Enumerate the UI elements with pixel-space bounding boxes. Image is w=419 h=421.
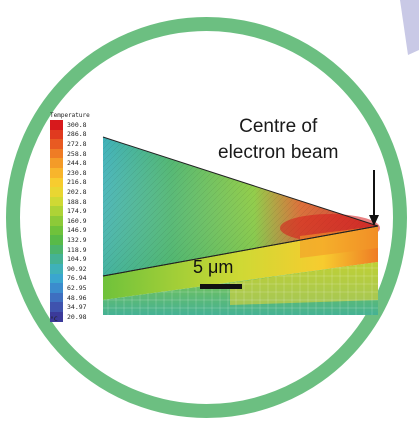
legend-swatch	[50, 292, 63, 303]
legend-swatch	[50, 139, 63, 149]
legend-swatch	[50, 283, 63, 293]
legend-entry: 104.9	[50, 254, 87, 264]
legend-entry: 34.97	[50, 302, 87, 312]
legend-value: 104.9	[67, 255, 87, 264]
legend-entry: 258.8	[50, 148, 87, 159]
annotation-line-1: Centre of	[239, 116, 318, 137]
legend-value: 230.8	[67, 168, 87, 177]
legend-swatch	[50, 312, 63, 322]
legend-entry: 62.95	[50, 283, 87, 293]
legend-swatch	[50, 302, 63, 312]
legend-value: 300.8	[67, 120, 87, 129]
legend-entry: 48.96	[50, 292, 87, 303]
legend-value: 132.9	[67, 235, 87, 244]
legend-swatch	[50, 273, 63, 284]
legend-entry: 216.8	[50, 177, 87, 188]
legend-value: 118.9	[67, 245, 87, 254]
legend-entry: 76.94	[50, 273, 87, 284]
legend-entry: 244.8	[50, 158, 87, 168]
legend-swatch	[50, 206, 63, 216]
legend-entry: 230.8	[50, 168, 87, 178]
legend-value: 174.9	[67, 207, 87, 216]
legend-swatch	[50, 235, 63, 245]
legend-swatch	[50, 225, 63, 236]
legend-swatch	[50, 120, 63, 130]
legend-entry: 272.8	[50, 139, 87, 149]
side-band-orange	[300, 226, 378, 258]
legend-entry: 188.8	[50, 196, 87, 207]
scale-bar-label: 5 μm	[193, 257, 234, 277]
legend-entry: 202.8	[50, 187, 87, 197]
annotation-line-2: electron beam	[218, 142, 339, 163]
legend-swatch	[50, 187, 63, 197]
legend-value: 202.8	[67, 187, 87, 196]
legend-value: 90.92	[67, 264, 87, 273]
legend-value: 216.8	[67, 178, 87, 187]
legend-value: 160.9	[67, 216, 87, 225]
legend-entry: 286.8	[50, 129, 87, 140]
scale-bar	[200, 284, 242, 289]
legend-value: 48.96	[67, 293, 87, 302]
legend-entry: 20.98	[50, 312, 87, 322]
legend-value: 188.8	[67, 197, 87, 206]
legend-entry: 132.9	[50, 235, 87, 245]
legend-value: 258.8	[67, 149, 87, 158]
legend-value: 272.8	[67, 139, 87, 148]
legend-value: 146.9	[67, 226, 87, 235]
legend-value: 34.97	[67, 303, 87, 312]
wedge-top-mesh	[103, 137, 378, 276]
legend-swatch	[50, 129, 63, 140]
legend-value: 62.95	[67, 283, 87, 292]
legend-swatch	[50, 264, 63, 274]
legend-entry: 118.9	[50, 244, 87, 255]
beam-annotation: Centre of electron beam	[218, 114, 338, 166]
legend-value: 20.98	[67, 312, 87, 321]
wedge-base-line	[102, 225, 379, 277]
legend-swatch	[50, 168, 63, 178]
legend-swatch	[50, 158, 63, 168]
legend-swatch	[50, 148, 63, 159]
legend-value: 244.8	[67, 159, 87, 168]
legend-swatch	[50, 216, 63, 226]
corner-decoration-shape	[400, 0, 419, 55]
legend-entry: 300.8	[50, 120, 87, 130]
beam-arrow-head	[369, 215, 379, 226]
legend-swatch	[50, 196, 63, 207]
legend-unit: °C	[50, 315, 58, 323]
legend-value: 286.8	[67, 130, 87, 139]
legend-swatch	[50, 244, 63, 255]
legend-entry: 146.9	[50, 225, 87, 236]
legend-title: Temperature	[50, 112, 90, 119]
legend-swatch	[50, 177, 63, 188]
legend-entry: 90.92	[50, 264, 87, 274]
legend-entry: 174.9	[50, 206, 87, 216]
legend-swatch	[50, 254, 63, 264]
legend-value: 76.94	[67, 274, 87, 283]
legend-entry: 160.9	[50, 216, 87, 226]
